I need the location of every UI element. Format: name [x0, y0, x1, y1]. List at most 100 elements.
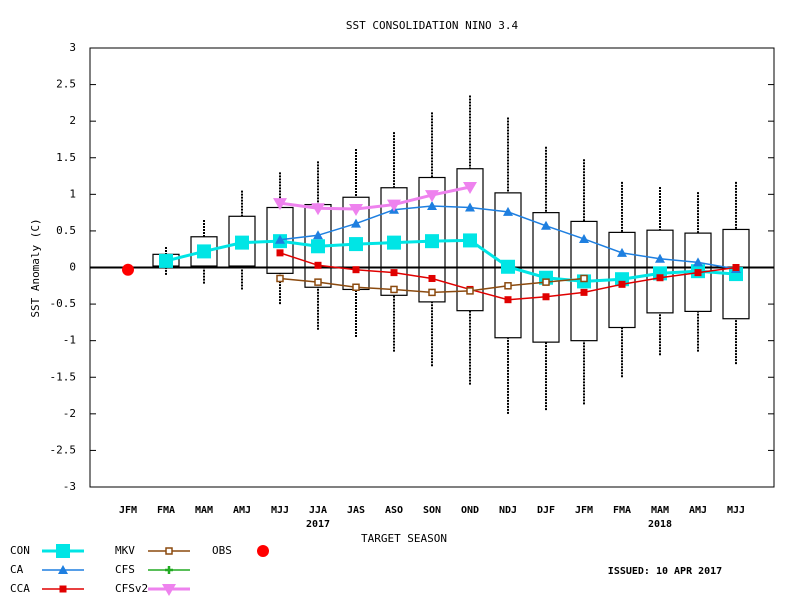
year-label: 2017	[306, 519, 330, 530]
marker	[541, 220, 551, 230]
marker	[311, 239, 325, 254]
marker	[235, 235, 249, 250]
legend-label: CON	[10, 544, 30, 557]
marker	[503, 206, 513, 216]
marker	[504, 282, 512, 290]
marker	[617, 247, 627, 257]
series-line	[165, 238, 737, 283]
legend-label: CFSv2	[115, 582, 148, 595]
marker	[59, 585, 67, 593]
marker	[425, 234, 439, 249]
marker	[257, 545, 269, 557]
marker	[162, 584, 176, 596]
marker	[655, 253, 665, 263]
marker	[311, 203, 325, 216]
x-tick-label: JJA	[309, 505, 327, 516]
y-tick-label: 3	[69, 41, 76, 54]
y-tick-label: 1.5	[56, 151, 76, 164]
marker	[165, 547, 173, 555]
marker	[427, 201, 437, 211]
legend-label: CCA	[10, 582, 30, 595]
legend-label: OBS	[212, 544, 232, 557]
x-tick-label: OND	[461, 505, 479, 516]
marker	[428, 288, 436, 297]
y-tick-label: 2.5	[56, 78, 76, 91]
x-tick-label: ASO	[385, 505, 403, 516]
marker	[694, 269, 702, 277]
y-tick-label: -2.5	[50, 443, 77, 456]
y-tick-label: -1.5	[50, 370, 77, 383]
y-tick-label: 2	[69, 114, 76, 127]
marker	[580, 288, 588, 296]
marker	[352, 283, 360, 292]
y-axis-label: SST Anomaly (C)	[29, 218, 42, 317]
marker	[732, 264, 740, 271]
marker	[313, 230, 323, 240]
x-tick-label: FMA	[157, 505, 175, 516]
marker	[349, 237, 363, 252]
x-tick-label: JFM	[575, 505, 593, 516]
x-tick-label: MJJ	[271, 505, 289, 516]
marker	[351, 218, 361, 228]
marker	[387, 235, 401, 250]
marker	[693, 257, 703, 267]
legend-label: CA	[10, 563, 24, 576]
year-label: 2018	[648, 519, 672, 530]
x-tick-label: SON	[423, 505, 441, 516]
marker	[159, 253, 173, 268]
marker	[122, 263, 134, 276]
marker	[275, 234, 285, 244]
marker	[349, 203, 363, 216]
marker	[618, 280, 626, 288]
y-tick-label: -2	[63, 407, 76, 420]
marker	[466, 287, 474, 295]
marker	[197, 244, 211, 259]
marker	[542, 278, 550, 286]
marker	[390, 285, 398, 294]
marker	[273, 198, 287, 211]
y-tick-label: -1	[63, 334, 76, 347]
x-tick-label: FMA	[613, 505, 631, 516]
marker	[387, 199, 401, 212]
marker	[463, 182, 477, 195]
y-tick-label: 0.5	[56, 224, 76, 237]
marker	[58, 565, 68, 574]
marker	[501, 259, 515, 274]
marker	[580, 274, 588, 283]
y-tick-label: 0	[69, 261, 76, 274]
x-tick-label: MJJ	[727, 505, 745, 516]
x-tick-label: JAS	[347, 505, 365, 516]
legend-label: MKV	[115, 544, 135, 557]
box	[190, 236, 218, 267]
x-tick-label: NDJ	[499, 505, 517, 516]
box	[532, 212, 560, 343]
x-tick-label: JFM	[119, 505, 137, 516]
x-tick-label: MAM	[195, 505, 213, 516]
marker	[276, 249, 284, 257]
y-tick-label: 1	[69, 187, 76, 200]
marker	[504, 296, 512, 304]
x-tick-label: AMJ	[233, 505, 251, 516]
marker	[314, 261, 322, 269]
marker	[579, 233, 589, 243]
marker	[656, 274, 664, 282]
legend-label: CFS	[115, 563, 135, 576]
marker	[463, 233, 477, 248]
marker	[425, 190, 439, 203]
x-tick-label: AMJ	[689, 505, 707, 516]
marker	[542, 293, 550, 301]
marker	[465, 202, 475, 212]
marker	[428, 274, 436, 282]
issued-note: ISSUED: 10 APR 2017	[608, 566, 722, 577]
y-tick-label: -0.5	[50, 297, 77, 310]
marker	[390, 269, 398, 277]
marker	[276, 274, 284, 283]
marker	[352, 266, 360, 274]
marker	[165, 566, 173, 574]
marker	[314, 278, 322, 286]
x-tick-label: DJF	[537, 505, 555, 516]
x-tick-label: MAM	[651, 505, 669, 516]
box	[494, 192, 522, 339]
series-line	[279, 185, 471, 211]
